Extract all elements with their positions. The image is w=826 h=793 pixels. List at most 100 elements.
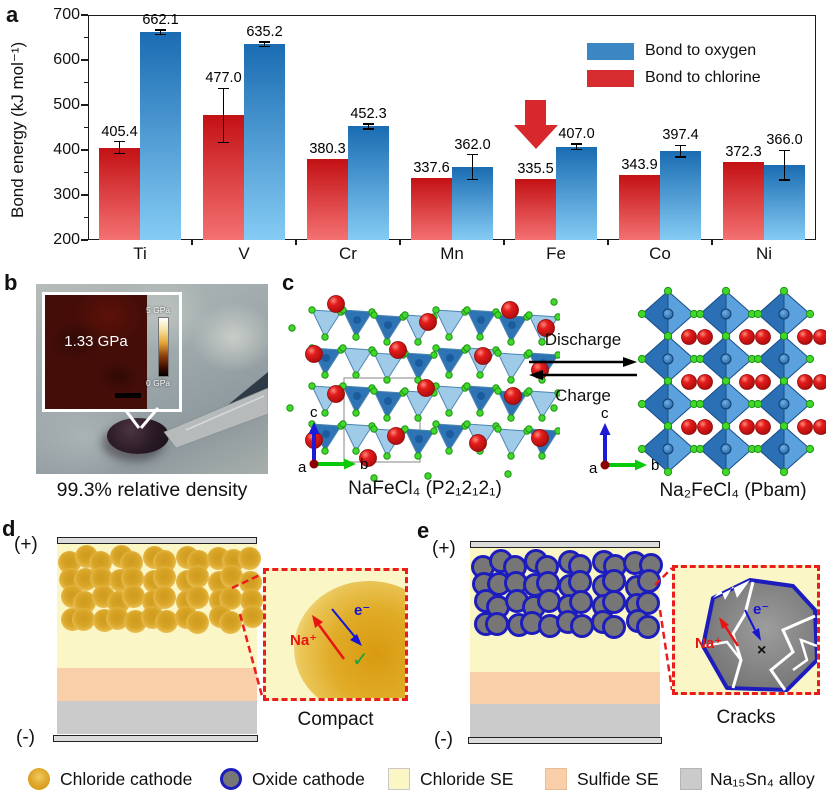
e-negative-terminal: (-)	[434, 729, 453, 750]
bar-blue-Ti	[140, 32, 181, 240]
svg-text:a: a	[589, 460, 598, 477]
error-bar	[575, 144, 578, 150]
legend-label-oxygen: Bond to oxygen	[645, 42, 757, 59]
gold-particle	[186, 565, 210, 589]
value-label-Cr: 380.3	[309, 140, 346, 157]
na2fecl4-structure: c b a	[589, 286, 826, 477]
error-bar	[263, 41, 266, 47]
error-cap	[218, 87, 229, 90]
value-label-Co: 343.9	[621, 157, 658, 174]
cracked-particle-inset: Na⁺ e⁻ ×	[672, 565, 820, 695]
chloride-cathode-swatch	[28, 768, 50, 790]
chloride-se-label: Chloride SE	[420, 769, 514, 789]
error-bar	[679, 145, 682, 157]
gold-particle	[71, 607, 95, 631]
error-cap	[467, 153, 478, 156]
alloy-label: Na₁₅Sn₄ alloy	[710, 769, 815, 789]
value-label-Ni: 372.3	[725, 144, 762, 161]
value-label-Fe: 407.0	[558, 126, 595, 143]
error-bar	[159, 29, 162, 35]
y-minor-tick	[84, 172, 88, 173]
x-category-label: Co	[649, 244, 671, 263]
highlight-arrow-head	[513, 125, 558, 149]
y-major-tick	[81, 104, 88, 106]
cracked-particle	[701, 578, 817, 692]
error-bar	[783, 150, 786, 181]
bar-red-Ni	[723, 162, 764, 240]
sulfide-se-swatch	[545, 768, 567, 790]
colorbar-min: 0 GPa	[146, 378, 171, 388]
na2fecl4-label: Na₂FeCl₄ (Pbam)	[659, 480, 807, 501]
pellet	[107, 418, 169, 454]
y-major-tick	[81, 14, 88, 16]
e-bottom-electrode	[468, 737, 662, 744]
check-mark: ✓	[352, 649, 369, 671]
oxide-particle	[569, 614, 594, 639]
bar-blue-Fe	[556, 146, 597, 240]
d-bottom-electrode	[53, 735, 258, 742]
chloride-se-swatch	[388, 768, 410, 790]
e-electron-label: e⁻	[753, 601, 770, 618]
discharge-label: Discharge	[544, 330, 622, 349]
error-cap	[363, 123, 374, 125]
x-category-label: Ti	[133, 244, 147, 263]
x-category-label: Fe	[546, 244, 566, 263]
gold-particle	[106, 606, 129, 630]
gold-particle	[154, 610, 178, 634]
bar-blue-V	[244, 44, 285, 240]
x-category-label: Mn	[440, 244, 464, 263]
panel-letter-e: e	[417, 518, 430, 543]
gold-particle	[185, 610, 209, 634]
e-alloy-layer	[470, 704, 660, 737]
panel-letter-a: a	[6, 2, 19, 27]
cross-mark: ×	[757, 642, 767, 659]
bar-blue-Co	[660, 151, 701, 240]
d-electron-label: e⁻	[354, 602, 371, 619]
gold-particle	[218, 610, 242, 634]
colorbar	[158, 317, 169, 377]
svg-text:b: b	[360, 456, 368, 473]
d-sulfide-se-layer	[57, 668, 257, 701]
gold-particle	[122, 585, 146, 609]
bar-red-Mn	[411, 178, 452, 240]
value-label-Ti: 405.4	[101, 123, 138, 140]
error-bar	[222, 88, 225, 143]
error-cap	[467, 178, 478, 181]
y-tick-label: 400	[53, 141, 80, 158]
y-tick-label: 700	[53, 6, 80, 23]
cracks-caption: Cracks	[716, 707, 776, 728]
d-negative-terminal: (-)	[16, 727, 35, 748]
oxide-particle	[602, 614, 627, 639]
svg-text:b: b	[651, 457, 659, 474]
error-cap	[259, 45, 270, 48]
y-tick-label: 200	[53, 231, 80, 248]
error-cap	[571, 143, 582, 145]
value-label-Ti: 662.1	[142, 11, 179, 28]
oxide-particle	[635, 614, 660, 639]
x-category-label: Cr	[339, 244, 357, 263]
hardness-map: 1.33 GPa	[45, 295, 147, 409]
gold-particle	[152, 565, 176, 589]
gold-particle	[219, 587, 243, 611]
value-label-Mn: 362.0	[454, 136, 491, 153]
x-boundary-tick	[295, 240, 297, 245]
y-major-tick	[81, 149, 88, 151]
y-minor-tick	[84, 82, 88, 83]
error-cap	[218, 141, 229, 144]
d-alloy-layer	[57, 701, 257, 734]
x-category-label: Ni	[755, 244, 773, 263]
e-positive-terminal: (+)	[432, 538, 456, 559]
d-transport-arrows	[312, 608, 362, 660]
chloride-cathode-label: Chloride cathode	[60, 769, 193, 789]
error-cap	[114, 152, 125, 155]
y-major-tick	[81, 194, 88, 196]
scale-bar	[115, 393, 141, 398]
sulfide-se-label: Sulfide SE	[577, 769, 659, 789]
y-tick-label: 500	[53, 96, 80, 113]
y-axis-title: Bond energy (kJ mol⁻¹)	[8, 41, 27, 219]
panel-letter-c: c	[282, 270, 295, 295]
chloride-cell-stack	[53, 537, 265, 747]
x-boundary-tick	[399, 240, 401, 245]
d-ion-label: Na⁺	[290, 632, 318, 649]
bar-red-Ti	[99, 147, 140, 240]
